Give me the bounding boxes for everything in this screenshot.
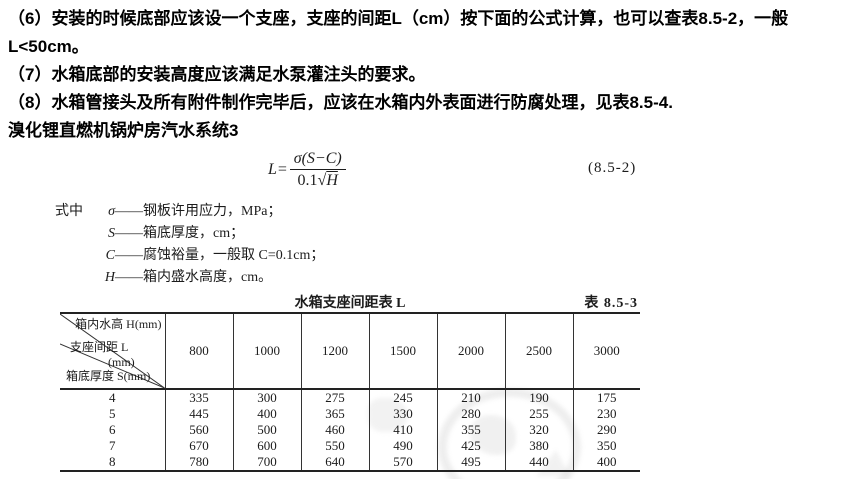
equation-number: (8.5-2) (588, 160, 637, 176)
table-cell: 230 (572, 406, 640, 422)
table-cell: 670 (164, 438, 233, 454)
support-spacing-table: 箱内水高 H(mm) 支座间距 L (mm) 箱底厚度 S(mm) 800 10… (60, 312, 640, 472)
intro-paragraphs: （6）安装的时候底部应该设一个支座，支座的间距L（cm）按下面的公式计算，也可以… (8, 5, 853, 145)
table-cell: 500 (232, 422, 301, 438)
table-cell: 570 (368, 454, 437, 471)
table-cell: 190 (504, 389, 573, 406)
definition-row-h: H ——箱内盛水高度，cm。 (55, 267, 324, 289)
table-cell: 400 (572, 454, 640, 471)
table-cell: 460 (300, 422, 369, 438)
column-header: 800 (164, 313, 233, 390)
table-cell: 440 (504, 454, 573, 471)
definitions-indent (55, 267, 99, 289)
corner-label-thickness: 箱底厚度 S(mm) (66, 369, 151, 383)
header-row: 箱内水高 H(mm) 支座间距 L (mm) 箱底厚度 S(mm) 800 10… (60, 313, 640, 390)
definition-text: ——箱内盛水高度，cm。 (115, 270, 273, 285)
paragraph-line-7: （7）水箱底部的安装高度应该满足水泵灌注头的要求。 (8, 65, 426, 84)
table-row: 6 560 500 460 410 355 320 290 (60, 422, 640, 438)
table-cell: 445 (164, 406, 233, 422)
table-cell: 425 (436, 438, 505, 454)
diagonal-lines (60, 314, 165, 388)
radicand: H (326, 172, 338, 189)
column-header: 1200 (300, 313, 369, 390)
column-header: 1500 (368, 313, 437, 390)
paragraph-line-6b: L<50cm。 (8, 37, 89, 56)
table-cell: 780 (164, 454, 233, 471)
table-cell: 600 (232, 438, 301, 454)
table-row: 4 335 300 275 245 210 190 175 (60, 389, 640, 406)
definition-row-c: C ——腐蚀裕量，一般取 C=0.1cm； (55, 245, 325, 267)
table-row: 5 445 400 365 330 280 255 230 (60, 406, 640, 422)
corner-label-spacing: 支座间距 L (70, 340, 129, 354)
row-label: 7 (109, 438, 116, 453)
table-cell: 210 (436, 389, 505, 406)
table-cell: 380 (504, 438, 573, 454)
table-cell: 320 (504, 422, 573, 438)
definition-text: ——箱底厚度，cm； (115, 226, 245, 241)
definition-row-s: S ——箱底厚度，cm； (55, 223, 324, 245)
table-cell: 280 (436, 406, 505, 422)
paragraph-line-8: （8）水箱管接头及所有附件制作完毕后，应该在水箱内外表面进行防腐处理，见表8.5… (8, 93, 673, 112)
table-cell: 255 (504, 406, 573, 422)
denominator-prefix: 0.1 (297, 172, 318, 189)
corner-label-spacing-unit: (mm) (108, 355, 135, 369)
symbol-h: H (104, 270, 115, 285)
definition-text: ——钢板许用应力，MPa； (115, 204, 282, 219)
table-row: 7 670 600 550 490 425 380 350 (60, 438, 640, 454)
table-cell: 300 (232, 389, 301, 406)
definition-text: ——腐蚀裕量，一般取 C=0.1cm； (115, 248, 325, 263)
row-label: 8 (109, 454, 116, 469)
formula-lhs: L= (268, 161, 288, 178)
definitions-indent (55, 223, 99, 245)
definitions-indent (55, 245, 99, 267)
symbol-s: S (108, 226, 115, 241)
table-cell: 175 (572, 389, 640, 406)
table-cell: 640 (300, 454, 369, 471)
support-spacing-table-section: 水箱支座间距表 L 表 8.5-3 箱内水高 H(mm) 支座间距 L (60, 292, 640, 472)
table-cell: 560 (164, 422, 233, 438)
table-cell: 330 (368, 406, 437, 422)
symbol-definitions: 式中 σ ——钢板许用应力，MPa； S ——箱底厚度，cm； C ——腐蚀裕量… (55, 201, 324, 289)
row-label: 6 (109, 422, 116, 437)
column-header: 2500 (504, 313, 573, 390)
formula-fraction: σ(S−C) 0.1√H (289, 150, 346, 190)
table-cell: 245 (368, 389, 437, 406)
table-cell: 290 (572, 422, 640, 438)
formula-denominator: 0.1√H (289, 169, 346, 190)
definition-row-sigma: 式中 σ ——钢板许用应力，MPa； (55, 201, 324, 223)
formula-numerator: σ(S−C) (293, 150, 342, 167)
formula-block: L= σ(S−C) 0.1√H (268, 150, 346, 190)
table-cell: 275 (300, 389, 369, 406)
table-cell: 400 (232, 406, 301, 422)
table-cell: 350 (572, 438, 640, 454)
table-cell: 495 (436, 454, 505, 471)
row-label: 4 (109, 390, 116, 405)
table-cell: 355 (436, 422, 505, 438)
table-cell: 365 (300, 406, 369, 422)
row-label: 5 (109, 406, 116, 421)
table-cell: 490 (368, 438, 437, 454)
symbol-sigma: σ (108, 204, 115, 219)
radical-sign: √ (317, 172, 327, 189)
paragraph-line-6a: （6）安装的时候底部应该设一个支座，支座的间距L（cm）按下面的公式计算，也可以… (8, 9, 789, 28)
definitions-intro: 式中 (55, 204, 83, 219)
section-caption: 溴化锂直燃机锅炉房汽水系统3 (8, 121, 239, 140)
corner-label-water-height: 箱内水高 H(mm) (75, 317, 162, 331)
symbol-c: C (105, 248, 115, 263)
table-cell: 550 (300, 438, 369, 454)
table-titlebar: 水箱支座间距表 L 表 8.5-3 (60, 292, 640, 312)
table-cell: 700 (232, 454, 301, 471)
table-cell: 410 (368, 422, 437, 438)
table-cell: 335 (164, 389, 233, 406)
column-header: 2000 (436, 313, 505, 390)
table-title: 水箱支座间距表 L (294, 296, 406, 311)
column-header: 1000 (232, 313, 301, 390)
diagonal-header-cell: 箱内水高 H(mm) 支座间距 L (mm) 箱底厚度 S(mm) (60, 313, 165, 390)
table-row: 8 780 700 640 570 495 440 400 (60, 454, 640, 471)
table-reference-number: 表 8.5-3 (584, 296, 638, 311)
column-header: 3000 (572, 313, 640, 390)
